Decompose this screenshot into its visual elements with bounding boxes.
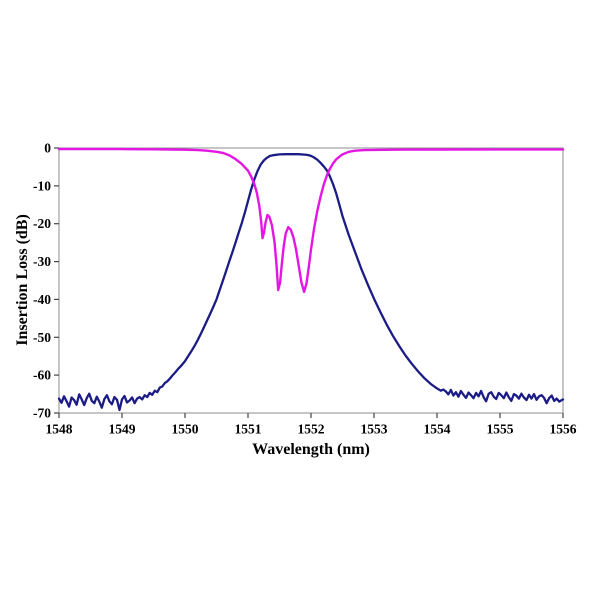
x-tick-label: 1550 <box>172 422 199 437</box>
y-tick-label: 0 <box>44 141 51 156</box>
y-tick-label: -10 <box>33 178 51 193</box>
y-axis-title: Insertion Loss (dB) <box>14 214 31 346</box>
notch-curve <box>57 147 565 294</box>
y-tick-label: -30 <box>33 254 51 269</box>
y-tick-label: -70 <box>33 406 51 421</box>
x-tick-label: 1548 <box>46 422 73 437</box>
x-tick-label: 1549 <box>109 422 136 437</box>
x-axis-title: Wavelength (nm) <box>252 441 370 458</box>
y-tick-label: -20 <box>33 216 51 231</box>
x-tick-label: 1553 <box>361 422 388 437</box>
x-tick-label: 1556 <box>550 422 577 437</box>
x-tick-label: 1551 <box>235 422 262 437</box>
y-tick-label: -50 <box>33 330 51 345</box>
x-tick-label: 1555 <box>487 422 514 437</box>
plot-frame <box>58 147 564 414</box>
data-series <box>57 147 565 412</box>
x-tick-label: 1554 <box>424 422 451 437</box>
y-tick-label: -40 <box>33 292 51 307</box>
bandpass-curve <box>57 152 565 412</box>
x-tick-label: 1552 <box>298 422 325 437</box>
x-axis-ticks: 1548 1549 1550 1551 1552 1553 1554 1555 1556 <box>46 413 577 437</box>
y-tick-label: -60 <box>33 368 51 383</box>
y-axis-ticks: 0 -10 -20 -30 -40 -50 -60 -70 <box>33 141 59 421</box>
